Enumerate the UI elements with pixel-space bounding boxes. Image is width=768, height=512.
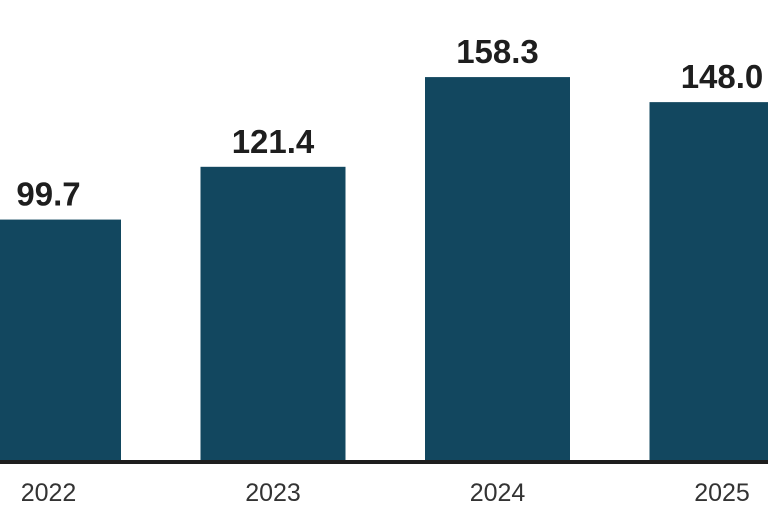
- x-tick-label: 2022: [21, 479, 77, 507]
- x-tick-label: 2025: [694, 479, 750, 507]
- bar: [649, 102, 768, 462]
- bar: [425, 77, 570, 462]
- value-label: 99.7: [16, 176, 80, 213]
- value-label: 121.4: [232, 123, 315, 160]
- bar: [200, 166, 346, 462]
- value-label: 148.0: [681, 58, 764, 95]
- bar: [0, 219, 121, 462]
- value-label: 158.3: [456, 33, 539, 70]
- x-tick-label: 2023: [245, 479, 301, 507]
- x-tick-label: 2024: [470, 479, 526, 507]
